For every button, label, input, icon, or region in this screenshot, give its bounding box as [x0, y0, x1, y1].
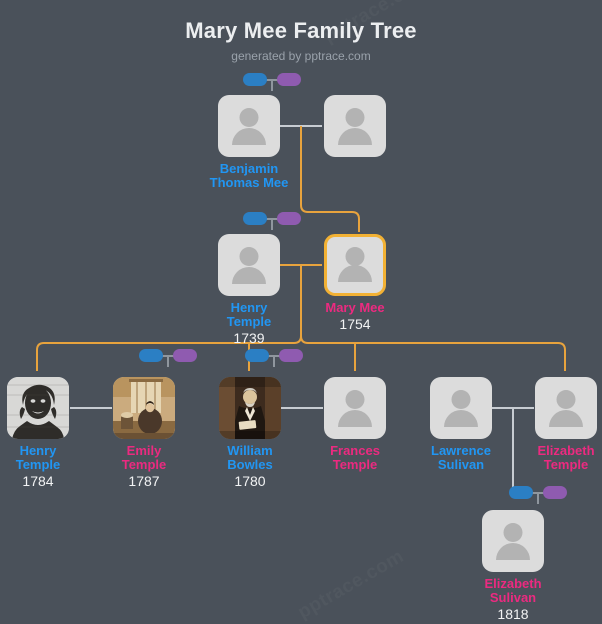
- person-placeholder-icon: [239, 108, 259, 127]
- person-name: Benjamin Thomas Mee: [209, 162, 289, 190]
- person-birth-year: 1818: [497, 606, 529, 622]
- person-name-line2: Temple: [332, 457, 378, 472]
- badge-connector-vertical: [271, 79, 273, 91]
- badge-female-icon[interactable]: [279, 349, 303, 362]
- person-placeholder-icon: [503, 523, 523, 542]
- person-name-line2: Bowles: [227, 457, 273, 472]
- page-title: Mary Mee Family Tree: [185, 18, 417, 43]
- person-node-mary-mee[interactable]: Mary Mee 1754: [324, 234, 386, 332]
- person-name: Elizabeth Temple: [526, 444, 602, 472]
- person-name: Henry Temple: [209, 301, 289, 329]
- avatar[interactable]: [430, 377, 492, 439]
- person-placeholder-icon-body: [338, 128, 372, 145]
- person-birth-year: 1784: [22, 473, 54, 489]
- person-name: Henry Temple: [0, 444, 78, 472]
- person-name: Elizabeth Sulivan: [473, 577, 553, 605]
- person-placeholder-icon-body: [232, 128, 266, 145]
- person-node-william-bowles[interactable]: William Bowles 1780: [219, 377, 281, 489]
- person-placeholder-icon: [239, 247, 259, 266]
- person-placeholder-icon: [345, 108, 365, 127]
- badge-connector-vertical: [273, 355, 275, 367]
- avatar[interactable]: [482, 510, 544, 572]
- person-birth-year: 1739: [233, 330, 265, 346]
- person-name-line2: Sulivan: [437, 457, 485, 472]
- portrait-sepia-seated-woman: [113, 377, 175, 439]
- person-node-elizabeth-temple[interactable]: Elizabeth Temple: [535, 377, 597, 473]
- person-name-line1: Elizabeth: [537, 443, 595, 458]
- portrait-engraving-man: [7, 377, 69, 439]
- person-placeholder-icon-body: [444, 410, 478, 427]
- person-name-line1: Henry: [230, 300, 268, 315]
- person-birth-year: 1754: [339, 316, 371, 332]
- avatar[interactable]: [219, 377, 281, 439]
- badge-male-icon[interactable]: [243, 212, 267, 225]
- person-node-frances-temple[interactable]: Frances Temple: [324, 377, 386, 473]
- person-name-line1: Lawrence: [431, 443, 491, 458]
- person-name-line2: Temple: [15, 457, 61, 472]
- person-name-line2: Temple: [226, 314, 272, 329]
- person-name-line1: Benjamin: [219, 161, 279, 176]
- page-header: Mary Mee Family Tree generated by pptrac…: [0, 18, 602, 63]
- person-placeholder-icon-body: [232, 267, 266, 284]
- person-placeholder-icon-body: [549, 410, 583, 427]
- portrait-sepia-standing-man: [219, 377, 281, 439]
- badge-male-icon[interactable]: [243, 73, 267, 86]
- badge-female-icon[interactable]: [277, 73, 301, 86]
- person-birth-year: 1787: [128, 473, 160, 489]
- badge-connector-vertical: [537, 492, 539, 504]
- badge-connector-vertical: [271, 218, 273, 230]
- avatar[interactable]: [218, 234, 280, 296]
- person-placeholder-icon: [451, 390, 471, 409]
- person-name-line2: Thomas Mee: [209, 175, 289, 190]
- person-placeholder-icon: [556, 390, 576, 409]
- person-node-henry-temple-1784[interactable]: Henry Temple 1784: [7, 377, 69, 489]
- avatar[interactable]: [324, 377, 386, 439]
- person-placeholder-icon-body: [338, 265, 372, 282]
- person-name-line1: Emily: [126, 443, 162, 458]
- badge-male-icon[interactable]: [139, 349, 163, 362]
- person-node-benjamin[interactable]: Benjamin Thomas Mee: [210, 95, 288, 191]
- person-node-lawrence-sulivan[interactable]: Lawrence Sulivan: [430, 377, 492, 473]
- person-name-line2: Temple: [543, 457, 589, 472]
- avatar[interactable]: [324, 95, 386, 157]
- badge-female-icon[interactable]: [543, 486, 567, 499]
- person-name: Mary Mee: [315, 301, 395, 315]
- person-placeholder-icon: [345, 390, 365, 409]
- person-name-line1: Frances: [330, 443, 380, 458]
- avatar[interactable]: [218, 95, 280, 157]
- person-name-line1: Henry: [19, 443, 57, 458]
- person-node-henry-temple-1739[interactable]: Henry Temple 1739: [218, 234, 280, 346]
- person-name-line1: Mary Mee: [325, 300, 385, 315]
- badge-connector-vertical: [167, 355, 169, 367]
- badge-female-icon[interactable]: [277, 212, 301, 225]
- person-placeholder-icon: [345, 247, 365, 266]
- page-subtitle: generated by pptrace.com: [231, 49, 371, 63]
- person-name-line2: Temple: [121, 457, 167, 472]
- person-node-emily-temple[interactable]: Emily Temple 1787: [113, 377, 175, 489]
- person-birth-year: 1780: [234, 473, 266, 489]
- avatar[interactable]: [7, 377, 69, 439]
- avatar-highlighted[interactable]: [324, 234, 386, 296]
- person-name: Frances Temple: [315, 444, 395, 472]
- person-name-line1: Elizabeth: [484, 576, 542, 591]
- avatar[interactable]: [535, 377, 597, 439]
- person-name: William Bowles: [210, 444, 290, 472]
- badge-male-icon[interactable]: [509, 486, 533, 499]
- avatar[interactable]: [113, 377, 175, 439]
- badge-female-icon[interactable]: [173, 349, 197, 362]
- person-name-line2: Sulivan: [489, 590, 537, 605]
- person-node-benjamin-spouse[interactable]: [324, 95, 386, 162]
- badge-male-icon[interactable]: [245, 349, 269, 362]
- person-name: Emily Temple: [104, 444, 184, 472]
- person-placeholder-icon-body: [496, 543, 530, 560]
- person-placeholder-icon-body: [338, 410, 372, 427]
- person-name: Lawrence Sulivan: [421, 444, 501, 472]
- person-name-line1: William: [227, 443, 273, 458]
- person-node-elizabeth-sulivan[interactable]: Elizabeth Sulivan 1818: [482, 510, 544, 622]
